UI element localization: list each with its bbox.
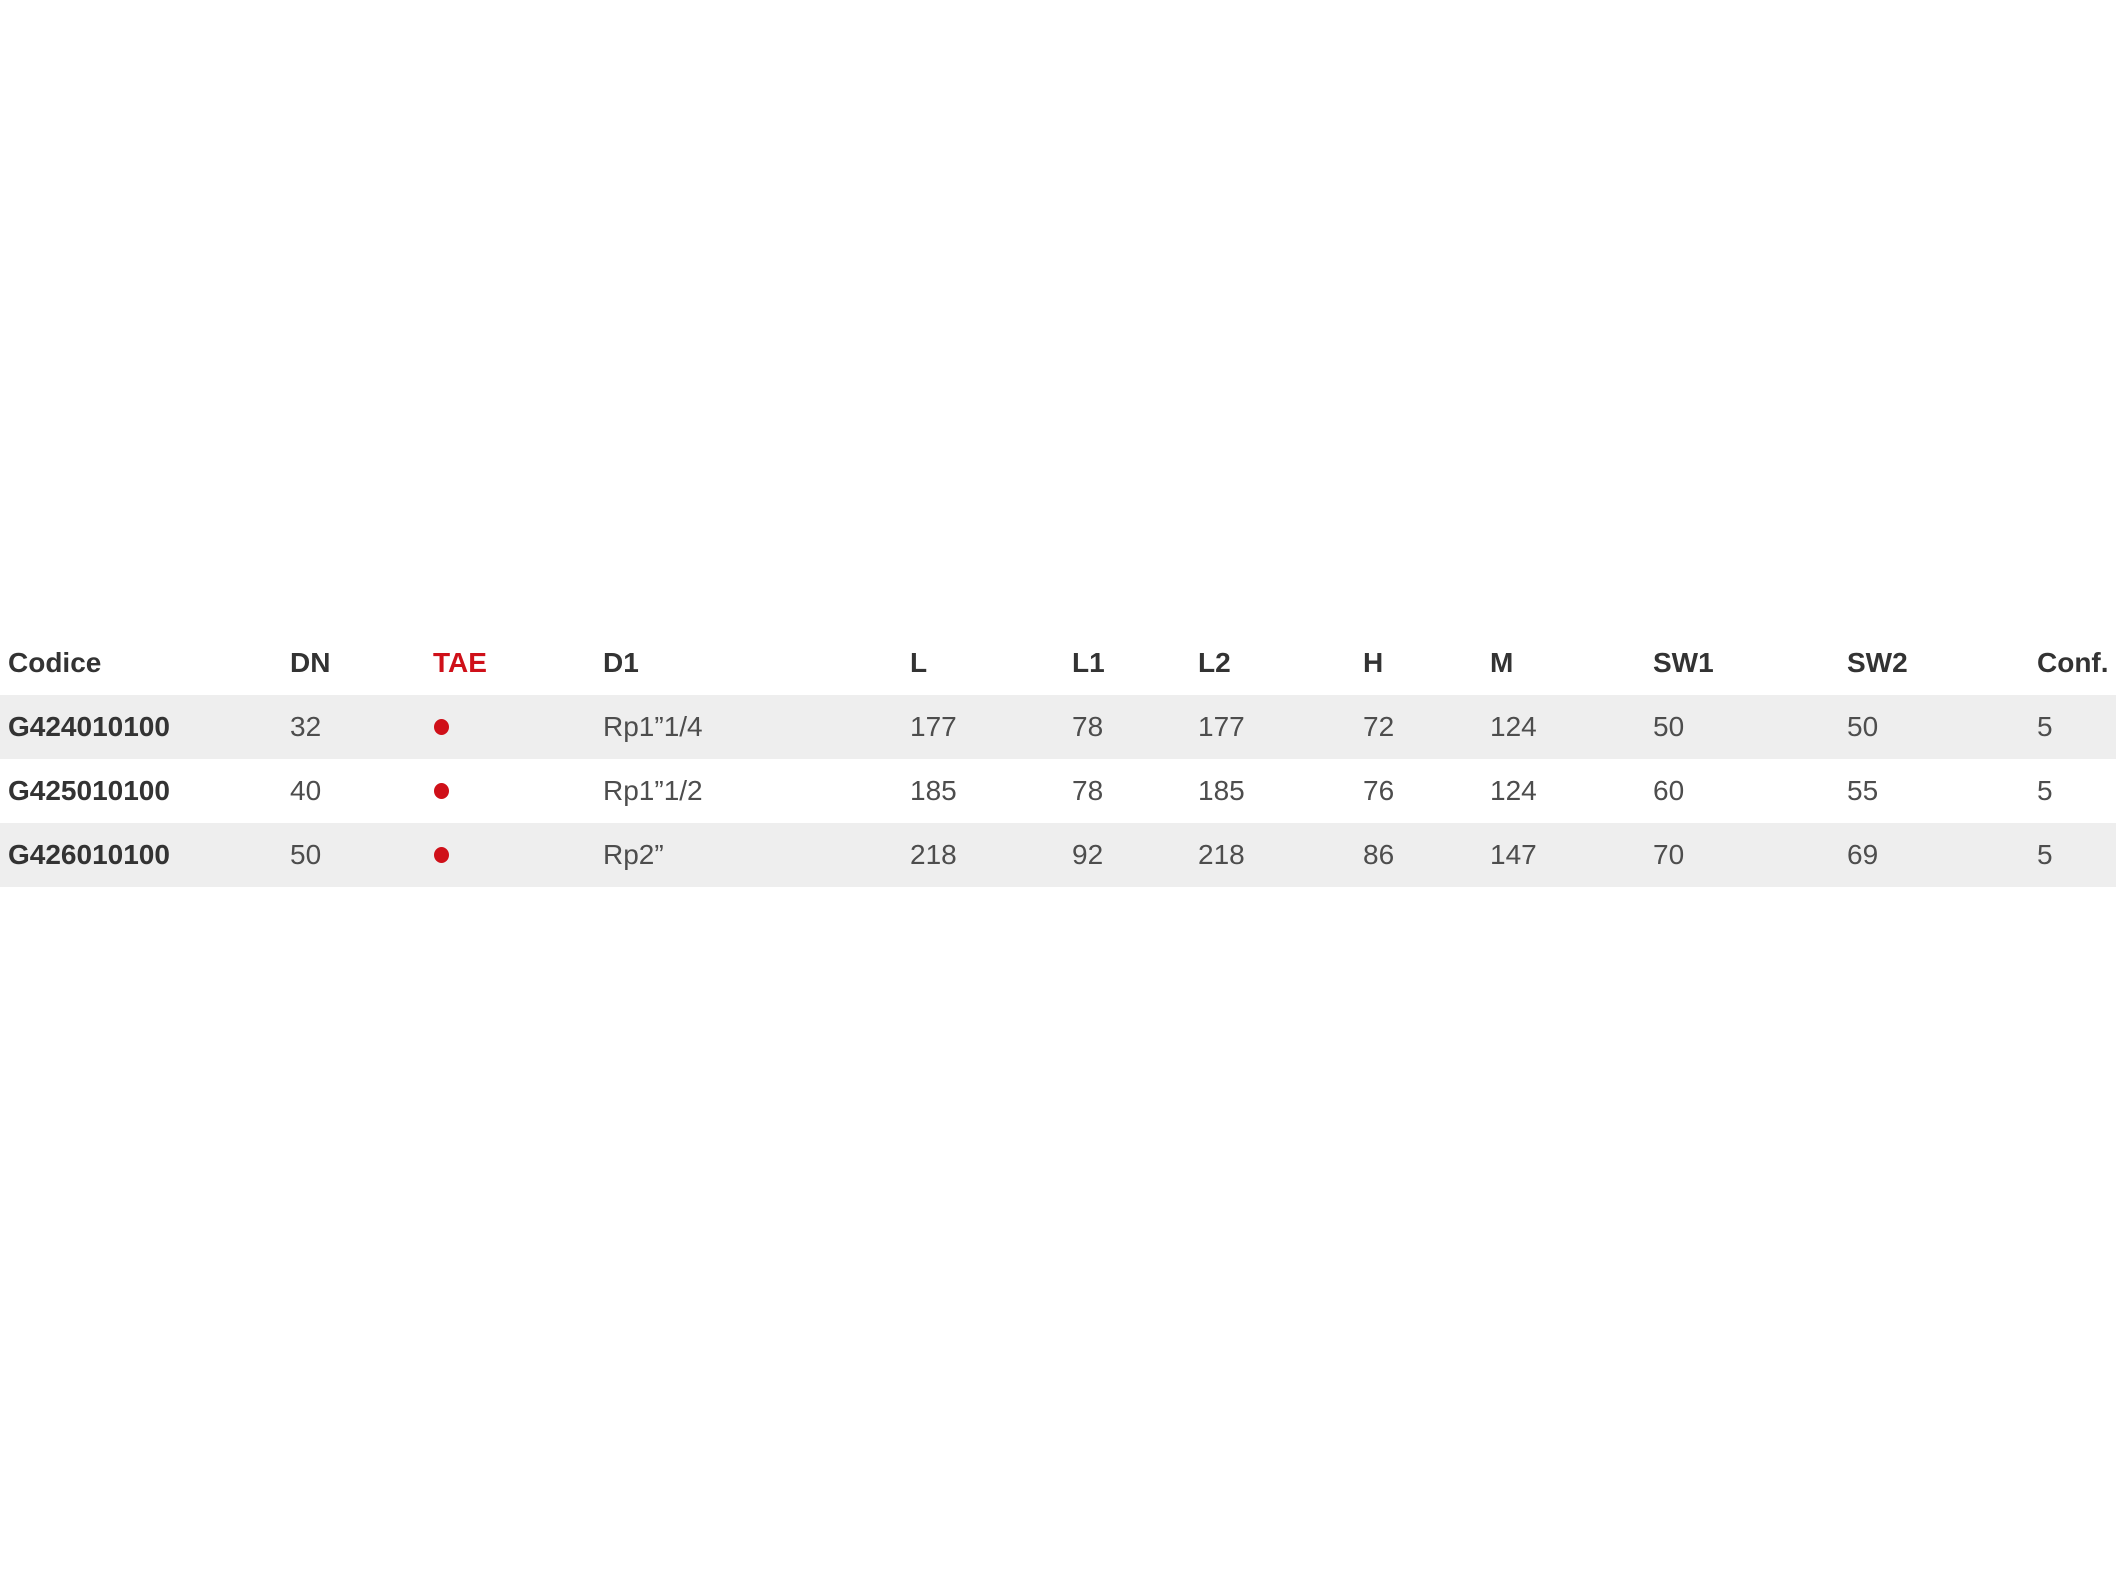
cell-h: 72 [1363, 711, 1395, 742]
table-row: G426010100 50 Rp2” 218 92 218 86 147 70 69 5 [0, 823, 2116, 887]
column-header-sw2: SW2 [1847, 631, 2037, 695]
cell-m: 147 [1490, 839, 1537, 870]
cell-l2: 185 [1198, 775, 1245, 806]
cell-d1: Rp1”1/2 [603, 775, 703, 806]
column-header-tae: TAE [433, 631, 603, 695]
cell-sw1: 50 [1653, 711, 1685, 742]
column-header-d1: D1 [603, 631, 910, 695]
column-header-m: M [1490, 631, 1653, 695]
cell-sw1: 70 [1653, 839, 1685, 870]
column-header-dn: DN [290, 631, 433, 695]
cell-h: 86 [1363, 839, 1395, 870]
table-row: G424010100 32 Rp1”1/4 177 78 177 72 124 50 50 5 [0, 695, 2116, 759]
column-header-h: H [1363, 631, 1490, 695]
cell-dn: 32 [290, 711, 322, 742]
cell-sw1: 60 [1653, 775, 1685, 806]
cell-sw2: 69 [1847, 839, 1879, 870]
cell-d1: Rp2” [603, 839, 664, 870]
tae-red-dot-icon [434, 846, 449, 863]
cell-conf: 5 [2037, 775, 2053, 806]
cell-m: 124 [1490, 711, 1537, 742]
cell-l1: 78 [1072, 775, 1104, 806]
cell-tae [433, 823, 603, 887]
cell-dn: 50 [290, 839, 322, 870]
tae-red-dot-icon [434, 718, 449, 735]
cell-l1: 92 [1072, 839, 1104, 870]
table-header-row: Codice DN TAE D1 L L1 L2 H M SW1 SW2 Conf. [0, 631, 2116, 695]
tae-red-dot-icon [434, 782, 449, 799]
column-header-l1: L1 [1072, 631, 1198, 695]
cell-h: 76 [1363, 775, 1395, 806]
column-header-l: L [910, 631, 1072, 695]
table-row: G425010100 40 Rp1”1/2 185 78 185 76 124 60 55 5 [0, 759, 2116, 823]
cell-l: 218 [910, 839, 957, 870]
cell-d1: Rp1”1/4 [603, 711, 703, 742]
column-header-conf: Conf. [2037, 631, 2116, 695]
cell-codice: G426010100 [8, 839, 170, 870]
cell-tae [433, 695, 603, 759]
cell-sw2: 55 [1847, 775, 1879, 806]
cell-conf: 5 [2037, 839, 2053, 870]
cell-l2: 177 [1198, 711, 1245, 742]
cell-l: 177 [910, 711, 957, 742]
cell-l1: 78 [1072, 711, 1104, 742]
column-header-codice: Codice [0, 631, 290, 695]
product-spec-table-section: Codice DN TAE D1 L L1 L2 H M SW1 SW2 Conf. G4240101… [0, 631, 2116, 887]
column-header-l2: L2 [1198, 631, 1363, 695]
cell-m: 124 [1490, 775, 1537, 806]
column-header-sw1: SW1 [1653, 631, 1847, 695]
cell-dn: 40 [290, 775, 322, 806]
cell-codice: G424010100 [8, 711, 170, 742]
cell-l2: 218 [1198, 839, 1245, 870]
cell-conf: 5 [2037, 711, 2053, 742]
cell-codice: G425010100 [8, 775, 170, 806]
table-body: G424010100 32 Rp1”1/4 177 78 177 72 124 50 50 5 G42… [0, 695, 2116, 887]
product-spec-table: Codice DN TAE D1 L L1 L2 H M SW1 SW2 Conf. G4240101… [0, 631, 2116, 887]
cell-l: 185 [910, 775, 957, 806]
cell-tae [433, 759, 603, 823]
cell-sw2: 50 [1847, 711, 1879, 742]
